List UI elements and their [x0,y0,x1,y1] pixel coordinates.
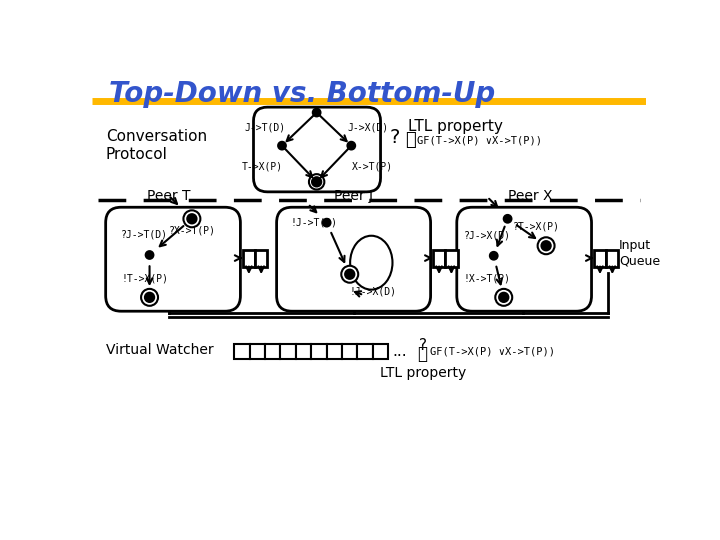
Circle shape [145,293,154,302]
Bar [594,249,606,267]
Text: Virtual Watcher: Virtual Watcher [106,343,213,357]
Bar [357,343,373,359]
Bar [445,249,457,267]
Text: Input
Queue: Input Queue [619,239,660,267]
Text: !J->X(D): !J->X(D) [350,287,397,297]
FancyBboxPatch shape [276,207,431,311]
Circle shape [341,266,359,283]
Text: Peer J: Peer J [334,190,373,204]
Text: LTL property: LTL property [379,366,466,380]
FancyBboxPatch shape [106,207,240,311]
Text: ?J->X(D): ?J->X(D) [464,231,510,241]
Text: LTL property: LTL property [408,119,503,134]
Circle shape [504,215,511,222]
Bar [327,343,342,359]
Bar [243,249,255,267]
Circle shape [538,237,554,254]
Text: !J->T(D): !J->T(D) [290,218,338,228]
Text: T->X(P): T->X(P) [242,161,283,171]
FancyBboxPatch shape [456,207,592,311]
Text: GF(T->X(P) ∨X->T(P)): GF(T->X(P) ∨X->T(P)) [417,135,541,145]
Bar [373,343,388,359]
Bar [281,343,296,359]
Text: Peer T: Peer T [147,190,191,204]
Text: Peer X: Peer X [508,190,553,204]
Circle shape [312,109,320,117]
Bar [234,343,250,359]
Circle shape [184,210,200,227]
Text: ?: ? [390,129,400,147]
Circle shape [312,177,321,186]
Circle shape [141,289,158,306]
Text: J->T(D): J->T(D) [245,122,286,132]
Circle shape [309,174,324,190]
Circle shape [145,251,153,259]
Bar [606,249,618,267]
Bar [342,343,357,359]
Text: ⊨: ⊨ [418,345,428,362]
Text: ⊨: ⊨ [405,131,416,149]
Circle shape [188,215,196,222]
Text: X->T(P): X->T(P) [352,161,393,171]
Text: ?J->T(D): ?J->T(D) [121,229,168,239]
FancyBboxPatch shape [253,107,381,192]
Bar [255,249,267,267]
Circle shape [541,241,551,251]
Bar [311,343,327,359]
Text: !X->T(P): !X->T(P) [464,274,510,284]
Text: ?: ? [419,339,427,353]
Circle shape [490,252,498,260]
Text: ...: ... [393,344,408,359]
Text: Conversation
Protocol: Conversation Protocol [106,130,207,162]
Bar [433,249,445,267]
Circle shape [348,142,355,150]
Circle shape [323,219,330,226]
Text: J->X(D): J->X(D) [348,122,389,132]
Circle shape [187,214,197,224]
Text: ?X->T(P): ?X->T(P) [168,225,216,235]
Bar [250,343,265,359]
Bar [296,343,311,359]
Bar [265,343,281,359]
Text: !T->X(P): !T->X(P) [121,273,168,283]
Circle shape [499,293,508,302]
Circle shape [278,142,286,150]
Text: ?T->X(P): ?T->X(P) [513,221,560,232]
Circle shape [345,269,354,279]
Text: Top-Down vs. Bottom-Up: Top-Down vs. Bottom-Up [109,80,495,108]
Circle shape [495,289,512,306]
Text: GF(T->X(P) ∨X->T(P)): GF(T->X(P) ∨X->T(P)) [430,346,555,356]
